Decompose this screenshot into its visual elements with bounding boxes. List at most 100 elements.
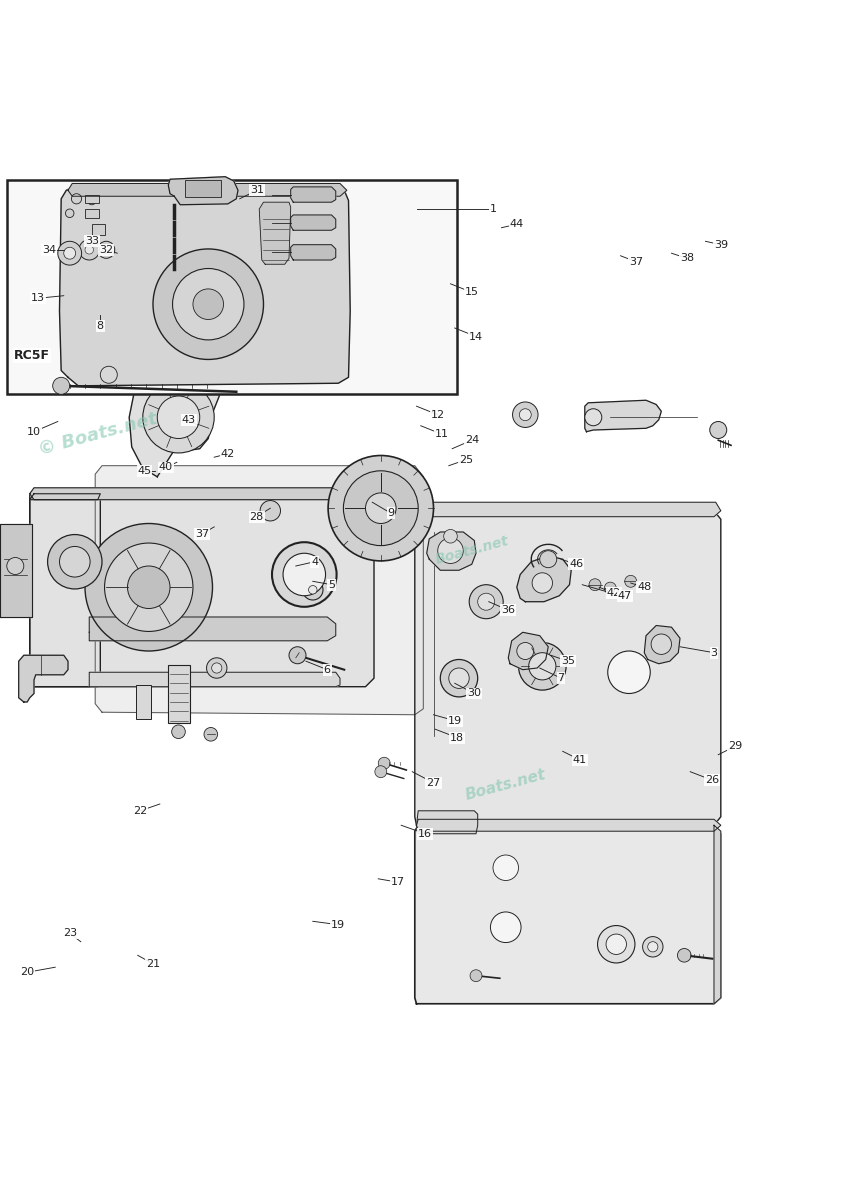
Polygon shape — [68, 184, 347, 197]
Circle shape — [48, 534, 102, 589]
Text: 24: 24 — [465, 436, 479, 445]
Circle shape — [98, 241, 115, 258]
Circle shape — [153, 248, 264, 360]
Text: Boats.net: Boats.net — [434, 534, 510, 568]
Circle shape — [60, 546, 90, 577]
Circle shape — [380, 355, 394, 368]
Circle shape — [212, 662, 222, 673]
Text: 38: 38 — [680, 253, 694, 263]
Circle shape — [100, 366, 117, 383]
Polygon shape — [89, 672, 340, 686]
Circle shape — [85, 246, 94, 254]
Circle shape — [444, 529, 457, 544]
Polygon shape — [89, 617, 336, 641]
Text: 14: 14 — [469, 331, 483, 342]
Text: © Boats.net: © Boats.net — [37, 409, 159, 458]
Polygon shape — [291, 215, 336, 230]
Polygon shape — [60, 245, 83, 263]
Polygon shape — [415, 826, 721, 1003]
Circle shape — [172, 725, 185, 738]
Text: 7: 7 — [558, 673, 564, 683]
Text: 37: 37 — [196, 529, 209, 539]
Text: 40: 40 — [159, 462, 173, 473]
Polygon shape — [30, 487, 374, 499]
Polygon shape — [714, 826, 721, 1003]
Text: 42: 42 — [221, 449, 235, 458]
Circle shape — [328, 456, 434, 560]
Circle shape — [64, 247, 76, 259]
Circle shape — [157, 396, 200, 438]
Circle shape — [7, 558, 24, 575]
Text: 17: 17 — [391, 877, 405, 887]
Text: 10: 10 — [27, 427, 41, 437]
Bar — [168, 666, 190, 724]
Circle shape — [280, 266, 297, 283]
Polygon shape — [291, 245, 336, 260]
Circle shape — [53, 377, 70, 395]
Circle shape — [79, 240, 99, 260]
Text: 4: 4 — [311, 557, 318, 566]
Polygon shape — [185, 185, 189, 230]
Text: 2: 2 — [609, 588, 615, 598]
Polygon shape — [183, 185, 253, 230]
Circle shape — [438, 538, 463, 564]
Text: 11: 11 — [435, 430, 449, 439]
Polygon shape — [51, 220, 85, 247]
Text: 19: 19 — [448, 715, 462, 726]
Circle shape — [325, 295, 338, 310]
Text: 33: 33 — [85, 236, 99, 246]
Circle shape — [608, 650, 650, 694]
Bar — [85, 194, 99, 203]
Text: 26: 26 — [706, 775, 719, 785]
Circle shape — [375, 766, 387, 778]
Circle shape — [449, 668, 469, 689]
Polygon shape — [302, 287, 367, 385]
Circle shape — [272, 542, 337, 607]
Bar — [85, 209, 99, 217]
Text: 27: 27 — [427, 778, 440, 787]
Text: 18: 18 — [450, 733, 464, 743]
Polygon shape — [30, 493, 100, 686]
Polygon shape — [129, 366, 219, 476]
Text: 21: 21 — [146, 959, 160, 968]
Text: 37: 37 — [629, 257, 643, 266]
Polygon shape — [353, 335, 381, 364]
Circle shape — [493, 854, 518, 881]
Text: 44: 44 — [510, 220, 524, 229]
Text: 36: 36 — [502, 605, 515, 616]
Circle shape — [589, 578, 601, 590]
Text: 45: 45 — [138, 466, 151, 475]
Circle shape — [677, 948, 691, 962]
Polygon shape — [60, 185, 350, 385]
Polygon shape — [416, 503, 721, 517]
Text: 8: 8 — [97, 322, 104, 331]
Text: 41: 41 — [573, 755, 586, 764]
Polygon shape — [30, 493, 374, 686]
Circle shape — [532, 572, 552, 593]
Circle shape — [604, 582, 616, 594]
Text: 34: 34 — [42, 245, 56, 254]
Bar — [185, 180, 221, 197]
Circle shape — [519, 409, 531, 421]
Text: Boats.net: Boats.net — [464, 767, 547, 803]
Polygon shape — [517, 556, 571, 601]
Circle shape — [326, 272, 337, 282]
Text: 35: 35 — [561, 656, 575, 666]
Circle shape — [585, 409, 602, 426]
Text: 16: 16 — [418, 829, 432, 839]
Text: 32: 32 — [99, 245, 113, 254]
Text: 20: 20 — [20, 967, 34, 977]
Circle shape — [606, 934, 626, 954]
Circle shape — [540, 551, 557, 568]
Circle shape — [625, 575, 637, 587]
Circle shape — [517, 642, 534, 660]
Text: 5: 5 — [328, 580, 335, 589]
Circle shape — [193, 289, 224, 319]
Circle shape — [71, 193, 82, 204]
Polygon shape — [95, 466, 423, 715]
Text: 15: 15 — [465, 287, 479, 298]
Circle shape — [103, 246, 110, 253]
Circle shape — [143, 382, 214, 452]
Circle shape — [85, 523, 212, 650]
Circle shape — [289, 647, 306, 664]
